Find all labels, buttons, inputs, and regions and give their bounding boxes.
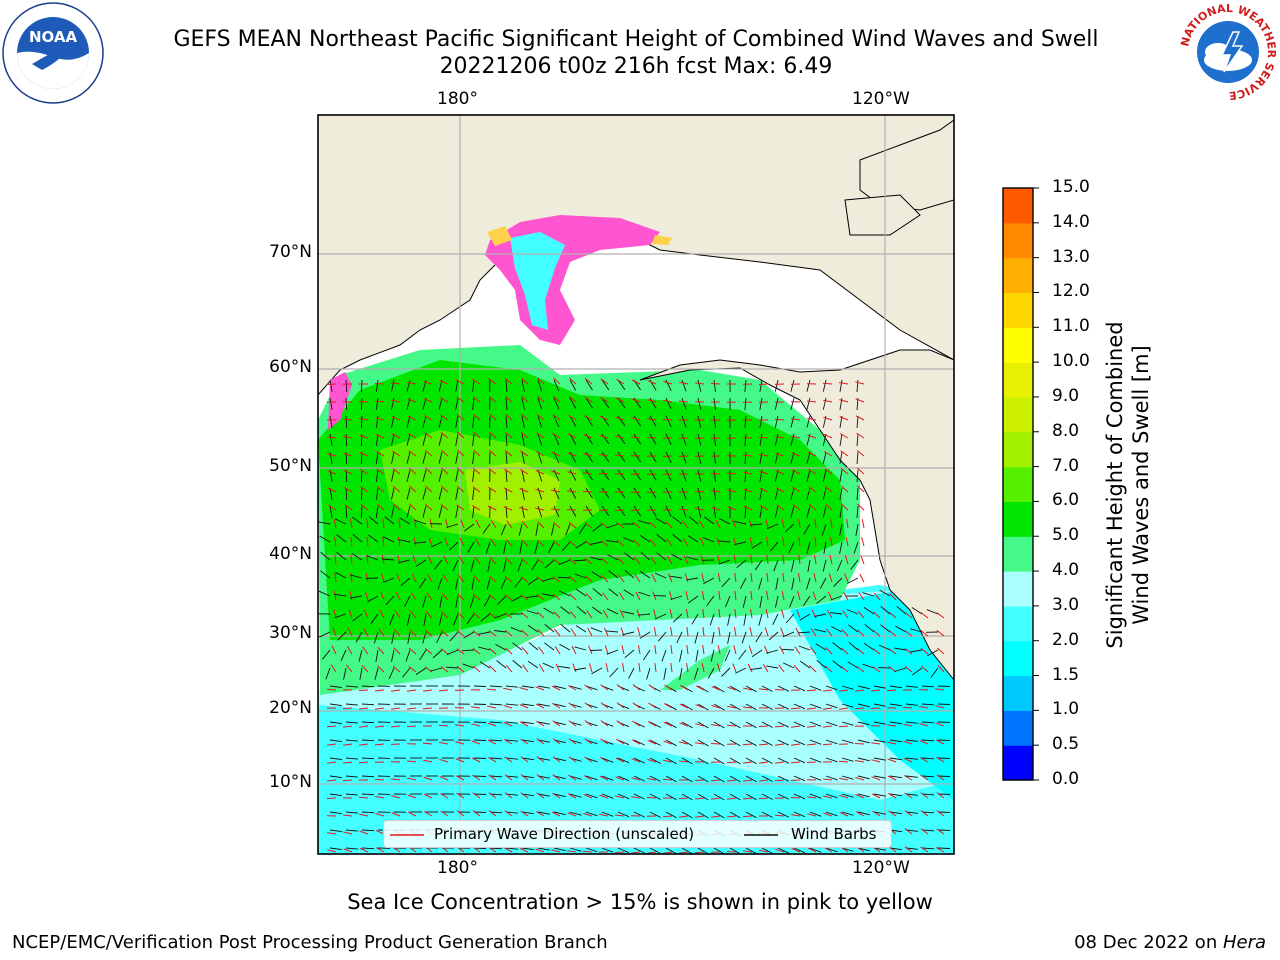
colorbar-segment (1003, 605, 1033, 642)
colorbar-segment (1003, 466, 1033, 502)
lat-label-70n: 70°N (269, 242, 312, 262)
lon-label-bottom-120w: 120°W (852, 858, 910, 878)
colorbar-segment (1003, 292, 1033, 328)
colorbar-segment (1003, 362, 1033, 398)
nws-logo: NATIONAL WEATHER SERVICE (1178, 2, 1278, 102)
colorbar-tick-label: 9.0 (1052, 385, 1080, 406)
colorbar-tick-label: 3.0 (1052, 594, 1080, 615)
wave-field-max (465, 462, 560, 525)
land-north-america (639, 115, 954, 681)
colorbar-tick-label: 1.0 (1052, 699, 1080, 720)
land-island-west (844, 194, 921, 236)
noaa-logo-text: NOAA (29, 28, 78, 46)
colorbar-segment (1003, 710, 1033, 746)
colorbar-label-line2: Wind Waves and Swell [m] (1129, 345, 1153, 625)
lat-label-30n: 30°N (269, 623, 312, 643)
colorbar-tick-label: 12.0 (1052, 281, 1090, 302)
colorbar-tick-label: 2.0 (1052, 629, 1080, 650)
colorbar (1002, 187, 1039, 781)
lon-label-bottom-180: 180° (437, 858, 478, 878)
lon-label-top-120w: 120°W (852, 89, 910, 109)
colorbar-tick-label: 1.5 (1052, 664, 1080, 685)
colorbar-segment (1003, 257, 1033, 293)
lat-label-60n: 60°N (269, 357, 312, 377)
colorbar-segment (1003, 188, 1033, 224)
colorbar-tick-label: 15.0 (1052, 177, 1090, 197)
colorbar-segment (1003, 675, 1033, 711)
map-plot-area (318, 115, 954, 854)
colorbar-tick-label: 11.0 (1052, 316, 1090, 337)
colorbar-tick-label: 13.0 (1052, 246, 1090, 267)
colorbar-segment (1003, 571, 1033, 607)
colorbar-tick-label: 10.0 (1052, 351, 1090, 372)
colorbar-segment (1003, 396, 1033, 433)
sea-ice-note: Sea Ice Concentration > 15% is shown in … (347, 890, 933, 914)
colorbar-segment (1003, 431, 1033, 468)
chart-subtitle: 20221206 t00z 216h fcst Max: 6.49 (439, 54, 833, 79)
colorbar-tick-label: 0.5 (1052, 734, 1080, 755)
map-legend: Primary Wave Direction (unscaled) Wind B… (383, 820, 892, 848)
colorbar-label: Significant Height of Combined Wind Wave… (1102, 321, 1154, 648)
wave-field-east-cyan (790, 590, 954, 800)
sea-ice-yellow-1 (487, 226, 512, 246)
colorbar-segment (1003, 222, 1033, 259)
colorbar-tick-label: 14.0 (1052, 211, 1090, 232)
colorbar-tick-label: 8.0 (1052, 420, 1080, 441)
legend-barb-label: Wind Barbs (791, 825, 877, 843)
colorbar-label-line1: Significant Height of Combined (1103, 321, 1127, 649)
lat-label-50n: 50°N (269, 456, 312, 476)
colorbar-tick-label: 6.0 (1052, 490, 1080, 511)
colorbar-frame (1002, 187, 1034, 781)
lat-label-40n: 40°N (269, 544, 312, 564)
vector-field (318, 377, 951, 854)
legend-wave-label: Primary Wave Direction (unscaled) (434, 825, 695, 843)
footer-date-text: 08 Dec 2022 on (1074, 932, 1223, 953)
colorbar-tick-label: 7.0 (1052, 455, 1080, 476)
lon-label-top-180: 180° (437, 89, 478, 109)
noaa-logo: NOAA (2, 2, 104, 104)
colorbar-tick-label: 0.0 (1052, 769, 1080, 789)
colorbar-segment (1003, 536, 1033, 572)
colorbar-segment (1003, 327, 1033, 363)
footer-credit: NCEP/EMC/Verification Post Processing Pr… (12, 932, 608, 953)
colorbar-segment (1003, 745, 1033, 781)
footer-host: Hera (1222, 932, 1266, 953)
colorbar-segment (1003, 501, 1033, 537)
sea-ice-yellow-2 (652, 235, 672, 245)
land-arctic-islands (859, 119, 954, 211)
lat-label-10n: 10°N (269, 772, 312, 792)
colorbar-tick-label: 5.0 (1052, 525, 1080, 546)
colorbar-tick-label: 4.0 (1052, 560, 1080, 581)
wave-field-subtropical (318, 590, 954, 800)
chart-title: GEFS MEAN Northeast Pacific Significant … (173, 27, 1099, 52)
footer-date: 08 Dec 2022 on Hera (1074, 932, 1266, 953)
map-frame (317, 114, 955, 855)
colorbar-segment (1003, 640, 1033, 677)
sea-ice-open-water (510, 232, 565, 330)
lat-label-20n: 20°N (269, 698, 312, 718)
